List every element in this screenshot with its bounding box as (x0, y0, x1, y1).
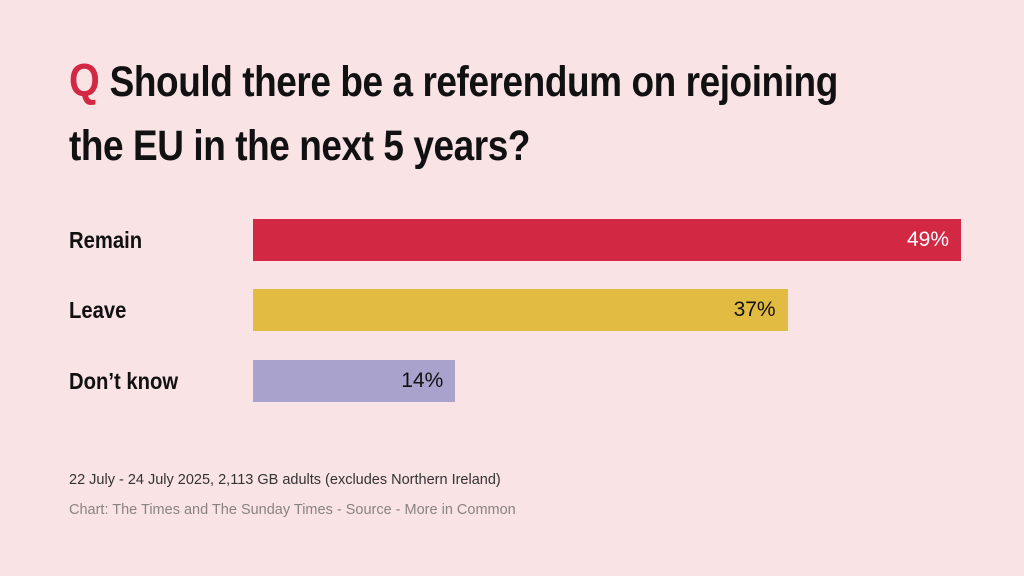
category-label-remain: Remain (69, 227, 143, 253)
value-label-remain: 49% (906, 228, 949, 251)
question-marker: Q (69, 54, 100, 106)
source-credit: Chart: The Times and The Sunday Times - … (69, 502, 516, 518)
category-label-dont-know: Don’t know (69, 368, 179, 394)
survey-note: 22 July - 24 July 2025, 2,113 GB adults … (69, 472, 501, 488)
category-label-leave: Leave (69, 297, 127, 323)
bar-dont-know: 14% (253, 360, 456, 402)
chart-title-text: Should there be a referendum on rejoinin… (69, 58, 838, 170)
value-label-leave: 37% (733, 298, 776, 321)
bar-leave: 37% (253, 289, 788, 331)
bar-remain: 49% (253, 219, 961, 261)
bar-row-remain: Remain 49% (0, 219, 1024, 261)
chart-title: Q Should there be a referendum on rejoini… (69, 48, 843, 178)
value-label-dont-know: 14% (401, 369, 444, 392)
bar-row-dont-know: Don’t know 14% (0, 360, 1024, 402)
bar-row-leave: Leave 37% (0, 289, 1024, 331)
